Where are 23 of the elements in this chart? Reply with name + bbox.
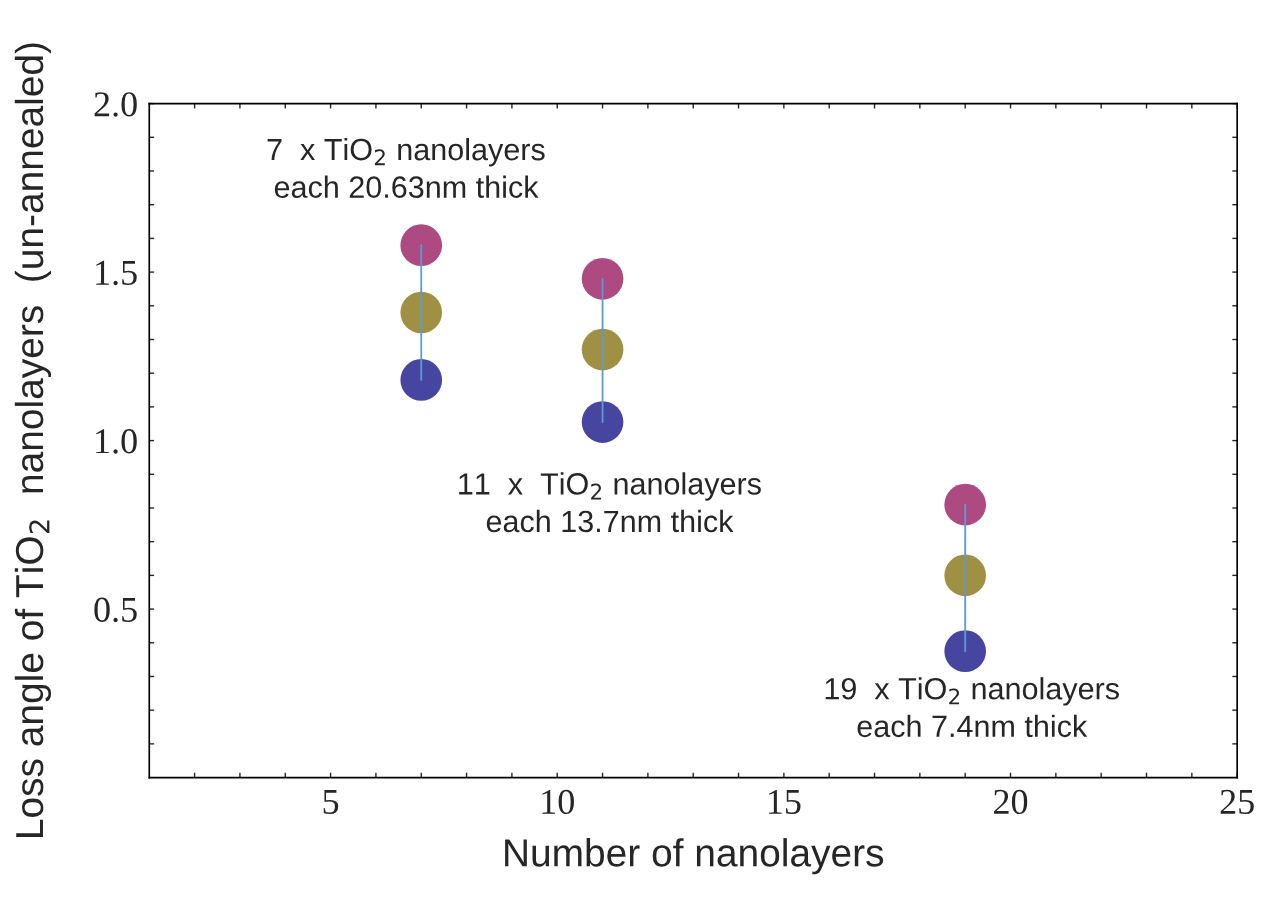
y-tick-label: 0.5 [94,597,137,623]
y-axis-title: Loss angle of TiO$_{2}$ nanolayers (un-annealed) [14,43,52,837]
x-tick-label: 15 [769,789,801,815]
annotation: 7 x TiO$_{2}$ nanolayers each 20.63nm thick [267,137,545,198]
point [944,554,987,597]
annotation: 11 x TiO$_{2}$ nanolayers each 13.7nm thick [459,472,761,533]
point [581,401,624,443]
point [581,258,624,300]
y-tick-label: 1.0 [96,429,137,454]
point [944,630,987,673]
x-axis-title: Number of nanolayers [505,838,884,875]
point [400,224,443,266]
point [400,359,443,401]
x-tick-label: 25 [1220,789,1254,815]
annotation: 19 x TiO$_{2}$ nanolayers each 7.4nm thick [825,677,1119,738]
x-tick-label: 20 [994,789,1028,815]
point [581,328,624,371]
y-tick-label: 1.5 [96,260,137,286]
y-tick-label: 2.0 [94,92,137,117]
point [400,291,443,334]
x-tick-label: 10 [542,789,574,815]
x-tick-label: 5 [323,790,339,815]
point [944,483,987,526]
